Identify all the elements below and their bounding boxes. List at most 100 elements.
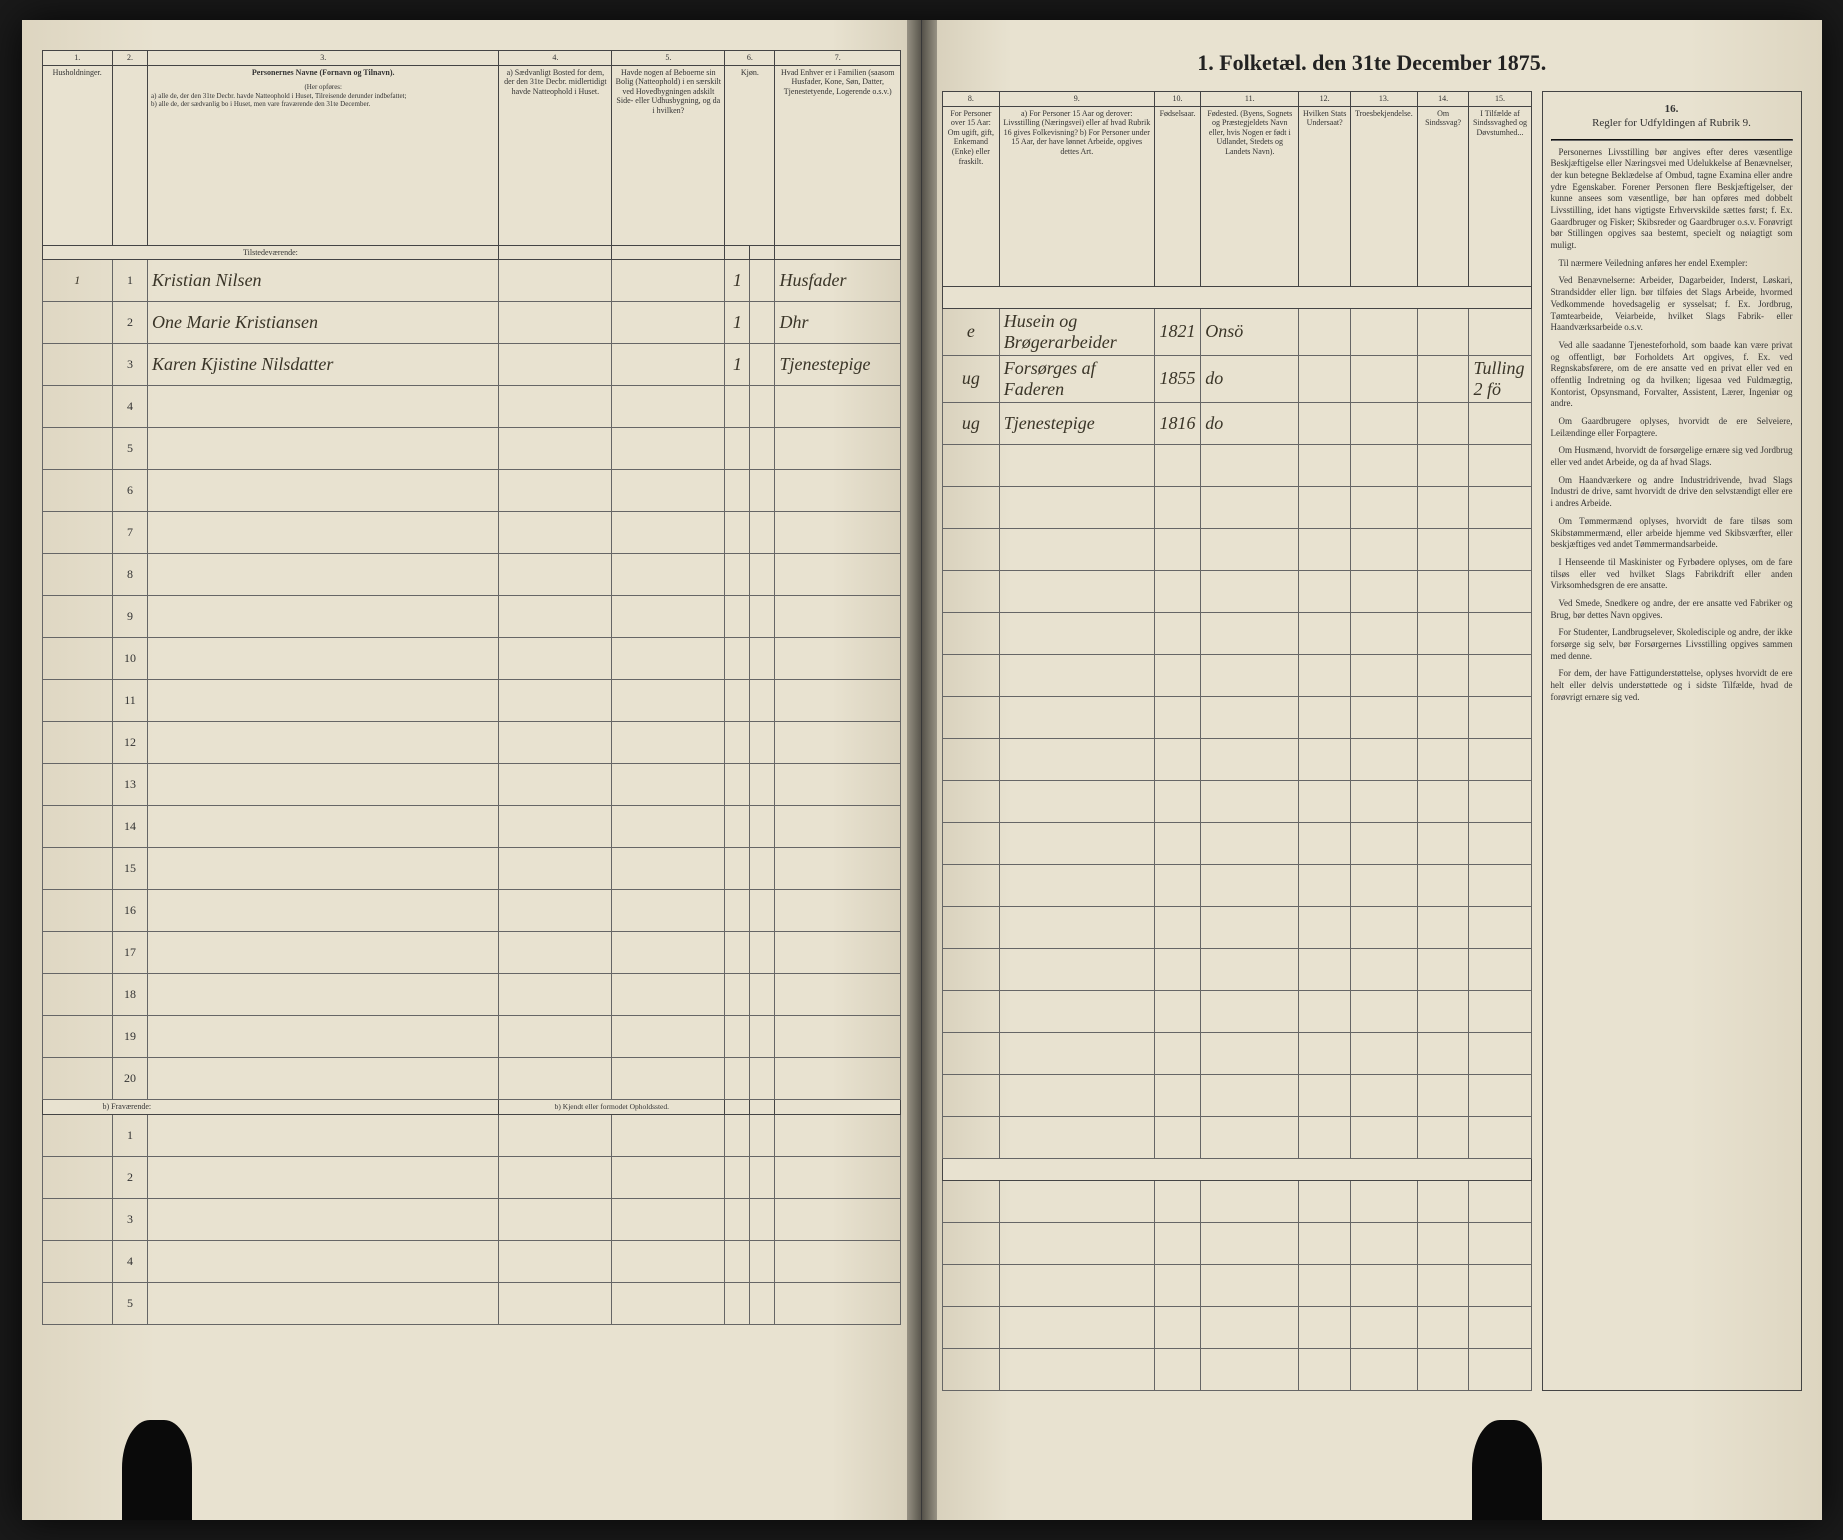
col-12-num: 12. (1299, 92, 1351, 107)
sidebar-p9: I Henseende til Maskinister og Fyrbødere… (1551, 557, 1793, 592)
sidebar-p1: Personernes Livsstilling bør angives eft… (1551, 147, 1793, 252)
table-row (943, 738, 1532, 780)
table-row: 20 (42, 1058, 901, 1100)
col-9-head: a) For Personer 15 Aar og derover: Livss… (999, 106, 1154, 286)
present-header: Tilstedeværende: (42, 245, 499, 260)
table-row (943, 906, 1532, 948)
table-row: 6 (42, 470, 901, 512)
table-row: 4 (42, 1240, 901, 1282)
sidebar-p7: Om Haandværkere og andre Industridrivend… (1551, 475, 1793, 510)
col-8-head: For Personer over 15 Aar: Om ugift, gift… (943, 106, 1000, 286)
col-14-num: 14. (1417, 92, 1469, 107)
table-row: 4 (42, 386, 901, 428)
col-10-head: Fødselsaar. (1154, 106, 1200, 286)
table-row (943, 444, 1532, 486)
col-6-head: Kjøn. (725, 65, 775, 245)
absent-header: b) Fraværende: (42, 1100, 499, 1115)
census-table-left: 1. 2. 3. 4. 5. 6. 7. Husholdninger. Pers… (42, 50, 902, 1325)
table-row: 5 (42, 1282, 901, 1324)
col-15-num: 15. (1469, 92, 1531, 107)
table-row (943, 696, 1532, 738)
table-row: 18 (42, 974, 901, 1016)
absent-note: b) Kjendt eller formodet Opholdssted. (499, 1100, 725, 1115)
table-row (943, 1306, 1532, 1348)
col-7-num: 7. (775, 51, 901, 66)
sidebar-p10: Ved Smede, Snedkere og andre, der ere an… (1551, 598, 1793, 621)
col-6-num: 6. (725, 51, 775, 66)
binder-clip-right (1472, 1420, 1542, 1520)
sidebar-p5: Om Gaardbrugere oplyses, hvorvidt de ere… (1551, 416, 1793, 439)
table-row (943, 780, 1532, 822)
table-row (943, 1180, 1532, 1222)
table-row: 19 (42, 1016, 901, 1058)
col-13-num: 13. (1350, 92, 1417, 107)
table-row (943, 1348, 1532, 1390)
book-spine (907, 20, 937, 1520)
sidebar-title: Regler for Udfyldingen af Rubrik 9. (1551, 116, 1793, 130)
table-row: 14 (42, 806, 901, 848)
table-row (943, 570, 1532, 612)
col-11-head: Fødested. (Byens, Sognets og Præstegjeld… (1201, 106, 1299, 286)
table-row (943, 822, 1532, 864)
sidebar-p11: For Studenter, Landbrugselever, Skoledis… (1551, 627, 1793, 662)
col-9-num: 9. (999, 92, 1154, 107)
col-1-num: 1. (42, 51, 112, 66)
table-row: 9 (42, 596, 901, 638)
col-3-head: Personernes Navne (Fornavn og Tilnavn). … (148, 65, 499, 245)
col-5-head: Havde nogen af Beboerne sin Bolig (Natte… (612, 65, 725, 245)
table-row (943, 486, 1532, 528)
col-4-head: a) Sædvanligt Bosted for dem, der den 31… (499, 65, 612, 245)
table-row (943, 1074, 1532, 1116)
table-row: 2 One Marie Kristiansen 1 Dhr (42, 302, 901, 344)
table-row (943, 1222, 1532, 1264)
col-3-num: 3. (148, 51, 499, 66)
sidebar-p2: Til nærmere Veiledning anføres her endel… (1551, 258, 1793, 270)
col-3-sub-b: b) alle de, der sædvanlig bo i Huset, me… (151, 100, 495, 108)
table-row: 17 (42, 932, 901, 974)
table-row: ug Tjenestepige 1816 do (943, 402, 1532, 444)
table-row: 7 (42, 512, 901, 554)
col-4-num: 4. (499, 51, 612, 66)
table-row: 16 (42, 890, 901, 932)
col-2-head (112, 65, 147, 245)
table-row (943, 990, 1532, 1032)
col-13-head: Troesbekjendelse. (1350, 106, 1417, 286)
col-5-num: 5. (612, 51, 725, 66)
book-spread: 1. 2. 3. 4. 5. 6. 7. Husholdninger. Pers… (22, 20, 1822, 1520)
table-row: 11 (42, 680, 901, 722)
table-row: 13 (42, 764, 901, 806)
sidebar-p8: Om Tømmermænd oplyses, hvorvidt de fare … (1551, 516, 1793, 551)
table-row (943, 1032, 1532, 1074)
col-8-num: 8. (943, 92, 1000, 107)
table-row (943, 1116, 1532, 1158)
table-row: ug Forsørges af Faderen 1855 do Tulling … (943, 355, 1532, 402)
col-12-head: Hvilken Stats Undersaat? (1299, 106, 1351, 286)
col-3-sub-a: a) alle de, der den 31te Decbr. havde Na… (151, 92, 495, 100)
table-row: 10 (42, 638, 901, 680)
col-14-head: Om Sindssvag? (1417, 106, 1469, 286)
col-3-title: Personernes Navne (Fornavn og Tilnavn). (151, 68, 495, 78)
table-row: 8 (42, 554, 901, 596)
col-15-head: I Tilfælde af Sindssvaghed og Døvstumhed… (1469, 106, 1531, 286)
table-row (943, 864, 1532, 906)
table-row: 1 (42, 1114, 901, 1156)
col-1-head: Husholdninger. (42, 65, 112, 245)
table-row (943, 1264, 1532, 1306)
table-row: 12 (42, 722, 901, 764)
col-7-head: Hvad Enhver er i Familien (saasom Husfad… (775, 65, 901, 245)
page-title: 1. Folketæl. den 31te December 1875. (942, 50, 1802, 76)
col-2-num: 2. (112, 51, 147, 66)
table-row: 3 Karen Kjistine Nilsdatter 1 Tjenestepi… (42, 344, 901, 386)
sidebar-p4: Ved alle saadanne Tjenesteforhold, som b… (1551, 340, 1793, 410)
table-row: 15 (42, 848, 901, 890)
table-row: 3 (42, 1198, 901, 1240)
table-row (943, 948, 1532, 990)
table-row (943, 612, 1532, 654)
right-page: 1. Folketæl. den 31te December 1875. 8. … (922, 20, 1822, 1520)
sidebar-p6: Om Husmænd, hvorvidt de forsørgelige ern… (1551, 445, 1793, 468)
sidebar-p12: For dem, der have Fattigunderstøttelse, … (1551, 668, 1793, 703)
binder-clip-left (122, 1420, 192, 1520)
table-row: 2 (42, 1156, 901, 1198)
table-row: 5 (42, 428, 901, 470)
table-row (943, 654, 1532, 696)
